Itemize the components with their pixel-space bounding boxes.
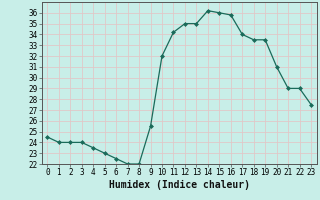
X-axis label: Humidex (Indice chaleur): Humidex (Indice chaleur) bbox=[109, 180, 250, 190]
